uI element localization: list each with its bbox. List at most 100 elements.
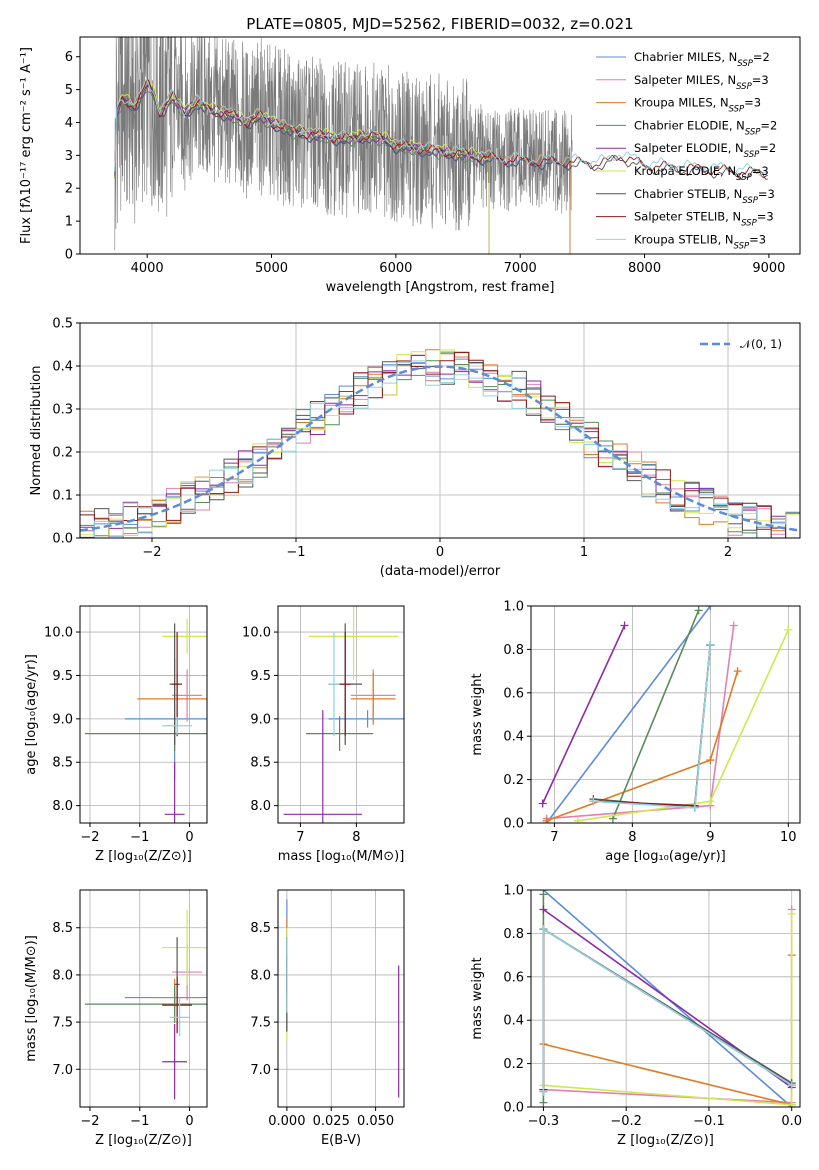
weight-marker (539, 890, 548, 899)
x-tick-label: 0 (185, 1114, 193, 1129)
legend-entry: 𝒩(0, 1) (740, 337, 782, 351)
figure-title: PLATE=0805, MJD=52562, FIBERID=0032, z=0… (246, 15, 633, 33)
y-tick-label: 8.5 (52, 921, 73, 936)
y-tick-label: 0.3 (52, 403, 73, 418)
axes-frame (530, 889, 801, 1108)
weight-line-6 (542, 927, 793, 1092)
x-tick-label: −2 (80, 1114, 99, 1129)
x-tick-label: 8 (628, 830, 636, 845)
x-tick-label: 7 (296, 830, 304, 845)
x-tick-label: −0.2 (610, 1114, 642, 1129)
plot-area-weight-vs-age (538, 606, 793, 823)
x-tick-label: 8 (352, 830, 360, 845)
y-tick-label: 5 (65, 83, 73, 98)
y-tick-label: 7.5 (52, 1016, 73, 1031)
x-axis-label: wavelength [Angstrom, rest frame] (326, 280, 555, 295)
y-tick-label: 0.1 (52, 489, 73, 504)
weight-line-6 (593, 645, 712, 809)
weight-marker (733, 667, 742, 676)
y-tick-label: 0 (65, 248, 73, 263)
x-tick-label: 1 (580, 545, 588, 560)
y-tick-label: 0.2 (503, 773, 524, 788)
axes-frame (79, 889, 208, 1108)
y-tick-label: 0.4 (503, 730, 524, 745)
weight-marker (729, 621, 738, 630)
weight-marker (706, 641, 715, 650)
legend-entry: Chabrier ELODIE, NSSP=2 (634, 118, 777, 137)
weight-marker (620, 621, 629, 630)
y-tick-label: 0.2 (52, 446, 73, 461)
y-tick-label: 6 (65, 50, 73, 65)
x-axis-label: E(B-V) (321, 1133, 361, 1148)
y-tick-label: 8.0 (52, 799, 73, 814)
y-tick-label: 0.6 (503, 686, 524, 701)
y-tick-label: 4 (65, 116, 73, 131)
legend-entry: Salpeter MILES, NSSP=3 (634, 73, 769, 92)
x-tick-label: 0.050 (357, 1114, 394, 1129)
legend-entry: Chabrier MILES, NSSP=2 (634, 50, 770, 69)
x-tick-label: −1 (130, 830, 149, 845)
y-tick-label: 7.0 (52, 1063, 73, 1078)
y-tick-label: 9.5 (52, 669, 73, 684)
y-tick-label: 9.5 (250, 669, 271, 684)
axes-frame (277, 605, 405, 824)
x-tick-label: 0.000 (268, 1114, 305, 1129)
weight-marker (787, 1081, 796, 1090)
legend-entry: Kroupa ELODIE, NSSP=3 (634, 164, 769, 183)
weight-marker (690, 803, 699, 812)
axes-frame (79, 605, 208, 824)
x-tick-label: 10 (780, 830, 797, 845)
weight-line-8 (593, 645, 712, 809)
axes-frame (530, 605, 801, 824)
y-axis-label: Normed distribution (29, 366, 44, 496)
y-tick-label: 0.2 (503, 1057, 524, 1072)
legend-entry: Chabrier STELIB, NSSP=3 (634, 187, 775, 206)
x-axis-label: (data-model)/error (380, 564, 501, 579)
y-axis-label: age [log₁₀(age/yr)] (24, 654, 39, 775)
y-tick-label: 8.5 (52, 756, 73, 771)
y-tick-label: 0.5 (52, 317, 73, 332)
legend-entry: Kroupa STELIB, NSSP=3 (634, 232, 766, 251)
y-tick-label: 2 (65, 182, 73, 197)
y-tick-label: 0.0 (52, 532, 73, 547)
y-axis-label: mass [log₁₀(M/M⊙)] (24, 935, 39, 1062)
y-tick-label: 10.0 (44, 626, 73, 641)
model-line-7 (114, 79, 768, 179)
x-tick-label: 4000 (131, 261, 164, 276)
y-tick-label: 8.5 (250, 921, 271, 936)
y-tick-label: 1.0 (503, 884, 524, 899)
x-tick-label: 9000 (752, 261, 785, 276)
y-tick-label: 7.0 (250, 1063, 271, 1078)
y-tick-label: 0.8 (503, 927, 524, 942)
x-tick-label: 7 (550, 830, 558, 845)
x-axis-label: age [log₁₀(age/yr)] (605, 849, 726, 864)
x-tick-label: −2 (80, 830, 99, 845)
x-axis-label: Z [log₁₀(Z/Z⊙)] (617, 1133, 714, 1148)
weight-marker (539, 925, 548, 934)
weight-marker (787, 909, 796, 918)
model-line-8 (114, 78, 768, 177)
weight-line-5 (543, 913, 793, 1106)
weight-line-0 (545, 606, 711, 823)
x-axis-label: Z [log₁₀(Z/Z⊙)] (95, 849, 192, 864)
y-tick-label: 0.0 (503, 817, 524, 832)
plot-area-spectrum (114, 37, 768, 254)
weight-marker (589, 797, 598, 806)
weight-marker (694, 606, 703, 615)
x-tick-label: −1 (286, 545, 305, 560)
gaussian-curve (80, 365, 800, 532)
y-axis-label: mass weight (470, 957, 485, 1039)
weight-line-4 (541, 625, 626, 804)
plot-area-residuals (80, 349, 800, 538)
y-tick-label: 8.5 (250, 756, 271, 771)
x-tick-label: 0.025 (313, 1114, 350, 1129)
x-tick-label: 8000 (628, 261, 661, 276)
x-tick-label: 5000 (255, 261, 288, 276)
axes-frame (277, 889, 405, 1108)
y-tick-label: 10.0 (242, 626, 271, 641)
weight-marker (538, 799, 547, 808)
y-tick-label: 8.0 (52, 968, 73, 983)
x-tick-label: 2 (724, 545, 732, 560)
plot-area-weight-vs-Z (539, 890, 796, 1107)
